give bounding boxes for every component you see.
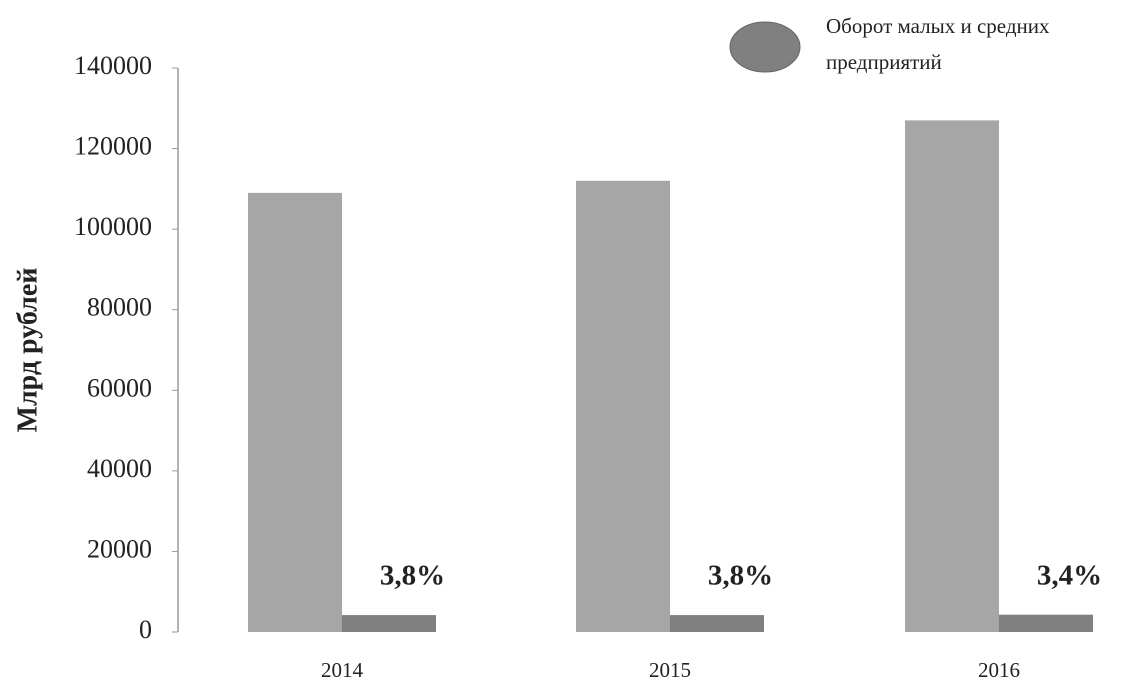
annotation: 3,8% [380,560,445,592]
x-tick-label: 2016 [978,658,1020,682]
bar [670,615,764,632]
annotation: 3,4% [1037,560,1102,592]
bar [905,120,999,632]
legend-label: Оборот малых и средних предприятий [826,14,1050,74]
y-tick-label: 120000 [74,132,152,161]
y-tick-label: 140000 [74,51,152,80]
y-axis-label: Млрд рублей [12,268,43,433]
legend-swatch [729,21,801,73]
y-tick-label: 80000 [87,293,152,322]
y-tick-label: 60000 [87,373,152,402]
bar [576,180,670,633]
annotation: 3,8% [708,560,773,592]
y-tick-label: 20000 [87,534,152,563]
bar [248,192,342,632]
y-tick-label: 0 [139,615,152,644]
x-tick-label: 2015 [649,658,691,682]
y-tick-label: 40000 [87,454,152,483]
bar [999,614,1093,632]
y-tick-label: 100000 [74,212,152,241]
bar [342,615,436,632]
x-tick-label: 2014 [321,658,364,682]
